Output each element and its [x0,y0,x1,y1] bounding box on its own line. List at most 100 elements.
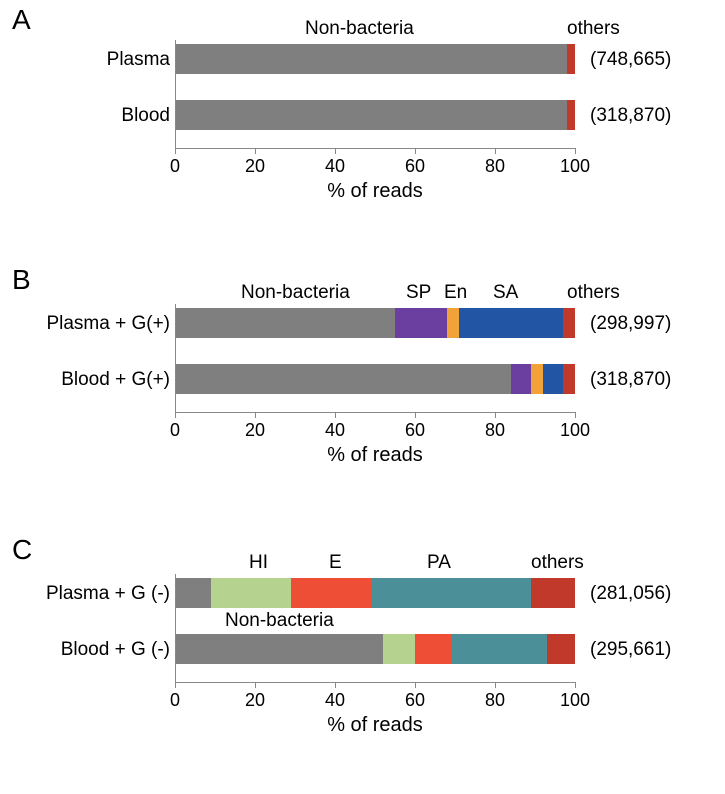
seg-others [547,634,575,664]
panel-a-bar-1 [175,100,575,130]
tick [175,412,176,418]
tick [255,412,256,418]
panel-c-midlabel: Non-bacteria [225,610,334,632]
seg-sp [511,364,531,394]
seg-others [563,308,575,338]
tick-label: 0 [170,156,180,177]
tick [335,682,336,688]
panel-b-toplabel-2: En [444,282,467,304]
panel-a-count-1: (318,870) [590,105,671,127]
tick-label: 40 [325,156,345,177]
seg-en [531,364,543,394]
panel-a-xtitle: % of reads [327,180,423,203]
panel-b-count-0: (298,997) [590,313,671,335]
panel-b-xaxis [175,412,575,413]
panel-b-chart: Non-bacteria SP En SA others 0 20 40 [175,260,575,530]
panel-c-yaxis [175,574,176,682]
seg-pa [371,578,531,608]
seg-e [291,578,371,608]
panel-b-toplabel-1: SP [406,282,431,304]
tick [175,148,176,154]
panel-b-xtitle: % of reads [327,444,423,467]
panel-a: A Non-bacteria others 0 20 40 60 80 100 … [0,0,725,260]
tick-label: 100 [560,690,590,711]
panel-b-ylabel-0: Plasma + G(+) [46,313,170,335]
tick-label: 60 [405,690,425,711]
tick [575,148,576,154]
seg-others [567,44,575,74]
seg-sa [459,308,563,338]
panel-b-bar-1 [175,364,575,394]
tick [495,148,496,154]
tick-label: 0 [170,420,180,441]
panel-c-label: C [12,534,32,566]
panel-c-bar-1 [175,634,575,664]
panel-a-bar-0 [175,44,575,74]
seg-others [563,364,575,394]
panel-b-count-1: (318,870) [590,369,671,391]
tick [255,682,256,688]
seg-en [447,308,459,338]
panel-c-count-1: (295,661) [590,639,671,661]
seg-nonbacteria [175,578,211,608]
panel-c-toplabel-3: others [531,552,584,574]
seg-sp [395,308,447,338]
tick [495,412,496,418]
panel-c-xaxis [175,682,575,683]
panel-a-yaxis [175,40,176,148]
panel-b-toplabel-0: Non-bacteria [241,282,350,304]
panel-c-ylabel-1: Blood + G (-) [61,639,170,661]
tick-label: 40 [325,420,345,441]
tick-label: 40 [325,690,345,711]
panel-b: B Non-bacteria SP En SA others 0 20 [0,260,725,530]
panel-c: C HI E PA others Non-bacteria 0 20 [0,530,725,794]
tick-label: 80 [485,420,505,441]
panel-a-chart: Non-bacteria others 0 20 40 60 80 100 % … [175,0,575,260]
tick [415,412,416,418]
tick [495,682,496,688]
tick [335,412,336,418]
tick-label: 100 [560,156,590,177]
panel-a-label: A [12,4,31,36]
panel-c-bar-0 [175,578,575,608]
panel-c-toplabel-1: E [329,552,342,574]
seg-nonbacteria [175,44,567,74]
tick-label: 20 [245,156,265,177]
seg-hi [383,634,415,664]
panel-c-chart: HI E PA others Non-bacteria 0 20 40 [175,530,575,794]
panel-a-count-0: (748,665) [590,49,671,71]
seg-sa [543,364,563,394]
panel-c-toplabel-0: HI [249,552,268,574]
seg-others [531,578,575,608]
tick [415,682,416,688]
tick [575,682,576,688]
panel-a-ylabel-0: Plasma [107,49,170,71]
panel-b-toplabel-4: others [567,282,620,304]
panel-a-toplabel-0: Non-bacteria [305,18,414,40]
tick-label: 80 [485,690,505,711]
seg-e [415,634,451,664]
seg-nonbacteria [175,634,383,664]
tick [175,682,176,688]
tick [335,148,336,154]
tick-label: 80 [485,156,505,177]
seg-nonbacteria [175,308,395,338]
panel-c-count-0: (281,056) [590,583,671,605]
panel-c-xtitle: % of reads [327,714,423,737]
tick [255,148,256,154]
panel-b-yaxis [175,304,176,412]
tick [415,148,416,154]
tick-label: 20 [245,420,265,441]
tick-label: 20 [245,690,265,711]
panel-c-ylabel-0: Plasma + G (-) [46,583,170,605]
seg-nonbacteria [175,100,567,130]
panel-b-label: B [12,264,31,296]
seg-others [567,100,575,130]
tick [575,412,576,418]
tick-label: 0 [170,690,180,711]
panel-b-toplabel-3: SA [493,282,518,304]
seg-hi [211,578,291,608]
seg-pa [451,634,547,664]
panel-a-toplabel-1: others [567,18,620,40]
tick-label: 60 [405,156,425,177]
